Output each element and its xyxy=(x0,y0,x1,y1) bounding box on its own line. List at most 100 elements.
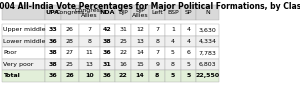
Text: 6: 6 xyxy=(187,50,190,55)
Bar xyxy=(2,24,45,36)
Text: 15: 15 xyxy=(136,62,144,67)
Bar xyxy=(115,36,131,47)
Bar xyxy=(100,24,115,36)
Bar xyxy=(79,5,100,20)
Bar xyxy=(165,70,181,82)
Text: 27: 27 xyxy=(66,50,74,55)
Text: SP: SP xyxy=(185,10,192,15)
Text: 31: 31 xyxy=(119,27,127,32)
Text: BSP: BSP xyxy=(167,10,178,15)
Bar xyxy=(79,24,100,36)
Bar xyxy=(131,36,149,47)
Text: Lower middle: Lower middle xyxy=(3,39,46,44)
Bar xyxy=(196,70,219,82)
Text: 8: 8 xyxy=(88,39,91,44)
Bar xyxy=(45,59,61,70)
Text: 26: 26 xyxy=(65,73,74,78)
Text: 14: 14 xyxy=(136,50,144,55)
Text: 8: 8 xyxy=(155,39,159,44)
Text: 7: 7 xyxy=(87,27,92,32)
Bar xyxy=(165,5,181,20)
Bar xyxy=(149,5,165,20)
Bar xyxy=(100,36,115,47)
Bar xyxy=(79,47,100,59)
Text: 7: 7 xyxy=(155,27,159,32)
Text: Congress: Congress xyxy=(55,10,85,15)
Bar xyxy=(115,5,131,20)
Bar xyxy=(149,47,165,59)
Bar xyxy=(61,70,79,82)
Text: NDA: NDA xyxy=(100,10,115,15)
Text: 26: 26 xyxy=(66,27,74,32)
Bar xyxy=(2,36,45,47)
Bar xyxy=(165,36,181,47)
Bar xyxy=(131,70,149,82)
Bar xyxy=(79,70,100,82)
Bar xyxy=(181,5,196,20)
Text: Congress
Allies: Congress Allies xyxy=(75,8,104,18)
Bar xyxy=(165,24,181,36)
Text: 31: 31 xyxy=(103,62,112,67)
Bar xyxy=(45,70,61,82)
Bar xyxy=(61,59,79,70)
Bar xyxy=(181,59,196,70)
Bar xyxy=(165,59,181,70)
Bar xyxy=(165,47,181,59)
Bar xyxy=(100,5,115,20)
Text: 6,803: 6,803 xyxy=(199,62,216,67)
Bar xyxy=(181,24,196,36)
Text: 33: 33 xyxy=(48,27,57,32)
Text: 28: 28 xyxy=(66,39,74,44)
Bar xyxy=(115,47,131,59)
Bar xyxy=(149,59,165,70)
Text: 1: 1 xyxy=(171,27,175,32)
Text: 7: 7 xyxy=(155,50,159,55)
Bar xyxy=(131,5,149,20)
Bar xyxy=(181,36,196,47)
Bar xyxy=(45,5,61,20)
Text: 10: 10 xyxy=(85,73,94,78)
Text: 5: 5 xyxy=(187,62,190,67)
Text: Total: Total xyxy=(3,73,20,78)
Text: 25: 25 xyxy=(66,62,74,67)
Bar xyxy=(100,59,115,70)
Text: 4: 4 xyxy=(186,39,191,44)
Bar xyxy=(196,47,219,59)
Text: 36: 36 xyxy=(103,50,112,55)
Text: 12: 12 xyxy=(136,27,144,32)
Text: 8: 8 xyxy=(171,62,175,67)
Text: N: N xyxy=(205,10,210,15)
Bar xyxy=(79,36,100,47)
Text: Poor: Poor xyxy=(3,50,17,55)
Text: UPA: UPA xyxy=(46,10,60,15)
Bar xyxy=(100,70,115,82)
Text: 36: 36 xyxy=(103,73,112,78)
Bar xyxy=(181,47,196,59)
Bar xyxy=(196,5,219,20)
Bar xyxy=(61,47,79,59)
Bar xyxy=(131,59,149,70)
Bar xyxy=(196,36,219,47)
Text: 13: 13 xyxy=(136,39,144,44)
Text: 22: 22 xyxy=(118,73,127,78)
Bar xyxy=(181,70,196,82)
Bar xyxy=(2,47,45,59)
Bar xyxy=(61,36,79,47)
Bar xyxy=(45,36,61,47)
Text: 8: 8 xyxy=(155,73,159,78)
Text: 4: 4 xyxy=(186,27,191,32)
Text: 16: 16 xyxy=(119,62,127,67)
Bar xyxy=(149,36,165,47)
Bar xyxy=(131,24,149,36)
Text: 11: 11 xyxy=(85,50,93,55)
Text: 3,630: 3,630 xyxy=(199,27,216,32)
Bar xyxy=(115,59,131,70)
Text: Very poor: Very poor xyxy=(3,62,34,67)
Text: 25: 25 xyxy=(119,39,127,44)
Bar xyxy=(61,5,79,20)
Bar xyxy=(149,24,165,36)
Text: 22,550: 22,550 xyxy=(195,73,220,78)
Bar xyxy=(196,59,219,70)
Text: 4: 4 xyxy=(171,39,175,44)
Bar xyxy=(149,70,165,82)
